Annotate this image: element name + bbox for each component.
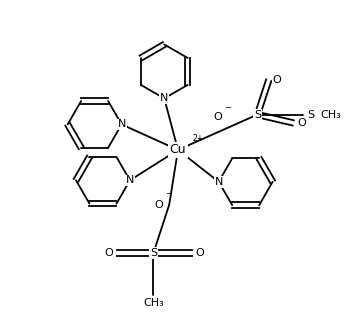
Text: N: N <box>215 177 223 187</box>
Text: N: N <box>160 93 168 103</box>
Text: S: S <box>307 110 314 120</box>
Text: N: N <box>126 175 134 185</box>
Text: −: − <box>225 103 232 112</box>
Text: CH₃: CH₃ <box>143 299 164 309</box>
Text: Cu: Cu <box>170 143 186 156</box>
Text: O: O <box>213 111 222 121</box>
Text: N: N <box>117 119 126 129</box>
Text: CH₃: CH₃ <box>320 110 341 120</box>
Text: O: O <box>196 248 204 258</box>
Text: S: S <box>254 110 261 120</box>
Text: O: O <box>154 200 163 210</box>
Text: S: S <box>150 248 157 258</box>
Text: O: O <box>273 75 281 85</box>
Text: −: − <box>165 189 172 198</box>
Text: O: O <box>297 118 306 128</box>
Text: 2+: 2+ <box>193 134 204 143</box>
Text: O: O <box>104 248 113 258</box>
